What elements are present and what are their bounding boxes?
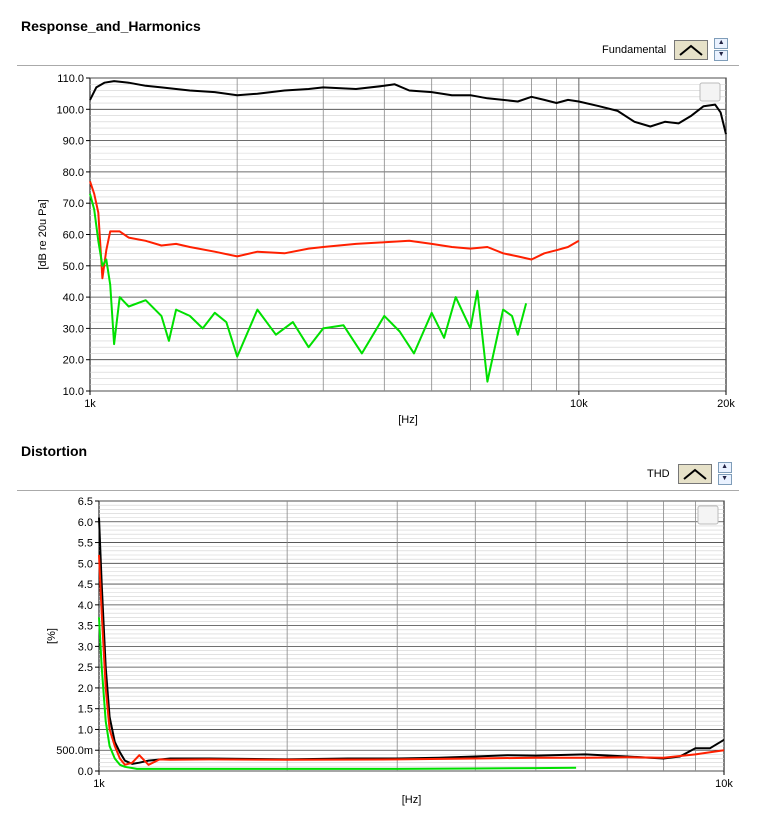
y-tick-label: 3.5 bbox=[78, 621, 93, 633]
panel-separator bbox=[17, 65, 739, 66]
y-tick-label: 6.0 bbox=[78, 517, 93, 529]
y-tick-label: 110.0 bbox=[57, 73, 84, 85]
y-tick-label: 3.0 bbox=[78, 641, 93, 653]
y-tick-label: 6.5 bbox=[78, 496, 93, 508]
response-chart: 10.0 20.0 30.0 40.0 50.0 60.0 70.0 80.0 90.0 100.… bbox=[37, 73, 735, 426]
y-tick-label: 60.0 bbox=[63, 230, 84, 242]
y-tick-label: 1.5 bbox=[78, 704, 93, 716]
series-line-3 bbox=[89, 193, 528, 383]
graph-palette-icon bbox=[697, 505, 719, 525]
legend-label-fundamental: Fundamental bbox=[602, 44, 667, 56]
y-axis-label: [%] bbox=[46, 628, 58, 644]
x-tick-label: 1k bbox=[84, 398, 96, 410]
x-tick-label: 20k bbox=[717, 398, 735, 410]
y-tick-label: 0.0 bbox=[78, 766, 93, 778]
plot-style-icon[interactable] bbox=[674, 40, 709, 60]
series-line-2 bbox=[98, 554, 725, 766]
x-axis-label: [Hz] bbox=[402, 794, 422, 806]
y-axis-label: [dB re 20u Pa] bbox=[37, 199, 49, 269]
y-tick-label: 10.0 bbox=[63, 386, 84, 398]
legend-spinner[interactable]: ▲ ▼ bbox=[714, 38, 729, 62]
y-tick-label: 2.0 bbox=[78, 683, 93, 695]
chart-title-response: Response_and_Harmonics bbox=[21, 18, 201, 34]
series-line-2 bbox=[89, 180, 580, 280]
y-tick-label: 100.0 bbox=[56, 104, 84, 116]
y-tick-label: 4.0 bbox=[78, 600, 93, 612]
x-tick-label: 10k bbox=[715, 778, 733, 790]
y-tick-label: 500.0m bbox=[56, 745, 93, 757]
y-tick-label: 30.0 bbox=[63, 323, 84, 335]
y-tick-label: 40.0 bbox=[63, 292, 84, 304]
spin-down-icon[interactable]: ▼ bbox=[717, 474, 732, 485]
spin-down-icon[interactable]: ▼ bbox=[714, 50, 729, 61]
plot-style-icon[interactable] bbox=[677, 464, 712, 484]
x-tick-label: 1k bbox=[93, 778, 105, 790]
y-tick-label: 90.0 bbox=[63, 136, 84, 148]
spin-up-icon[interactable]: ▲ bbox=[717, 462, 732, 473]
legend-fundamental[interactable]: Fundamental ▲ ▼ bbox=[602, 38, 729, 62]
y-tick-label: 80.0 bbox=[63, 167, 84, 179]
legend-thd[interactable]: THD ▲ ▼ bbox=[647, 462, 732, 486]
y-tick-label: 20.0 bbox=[63, 355, 84, 367]
x-axis-label: [Hz] bbox=[398, 414, 418, 426]
y-tick-label: 70.0 bbox=[63, 198, 84, 210]
series-line-1 bbox=[89, 80, 727, 135]
y-tick-label: 2.5 bbox=[78, 662, 93, 674]
y-tick-label: 5.5 bbox=[78, 538, 93, 550]
chart-title-distortion: Distortion bbox=[21, 443, 88, 459]
legend-spinner[interactable]: ▲ ▼ bbox=[717, 462, 732, 486]
x-tick-label: 10k bbox=[570, 398, 588, 410]
panel-separator bbox=[17, 490, 739, 491]
y-tick-label: 50.0 bbox=[63, 261, 84, 273]
y-tick-label: 5.0 bbox=[78, 558, 93, 570]
y-tick-label: 4.5 bbox=[78, 579, 93, 591]
series-line-3 bbox=[98, 617, 577, 770]
graph-palette-icon bbox=[699, 82, 721, 102]
y-tick-label: 1.0 bbox=[78, 724, 93, 736]
legend-label-thd: THD bbox=[647, 468, 670, 480]
plot-area bbox=[98, 500, 725, 772]
spin-up-icon[interactable]: ▲ bbox=[714, 38, 729, 49]
